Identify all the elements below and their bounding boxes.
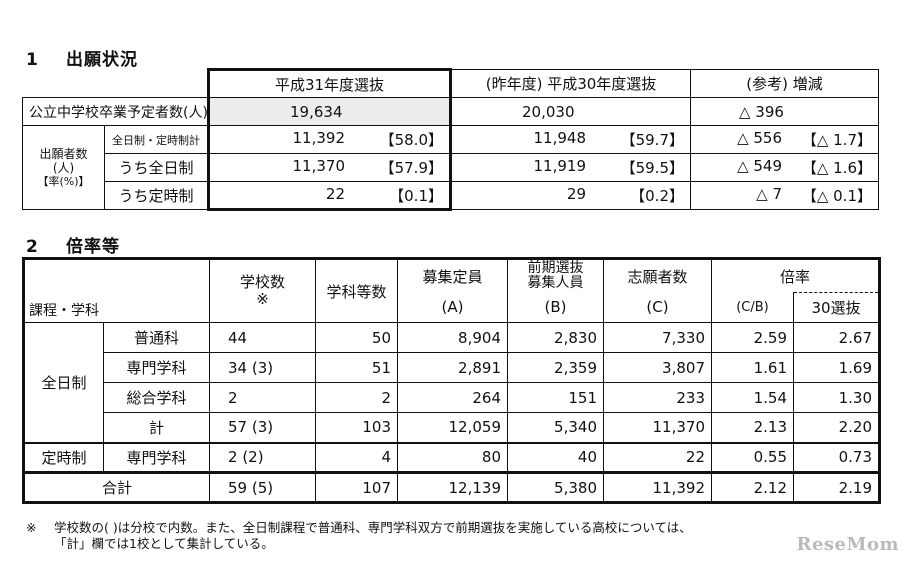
footnote: ※ 学校数の( )は分校で内数。また、全日制課程で普通科、専門学科双方で前期選抜を… bbox=[26, 520, 692, 552]
early-cell: 2,359 bbox=[507, 352, 604, 383]
ratio-cb-cell: 1.61 bbox=[711, 352, 794, 383]
row-h30: 29 【0.2】 bbox=[450, 181, 691, 210]
early-cell: 2,830 bbox=[507, 322, 604, 353]
header-schools: 学校数 ※ bbox=[209, 258, 316, 323]
applicants-cell: 7,330 bbox=[603, 322, 712, 353]
schools-cell: 2 (2) bbox=[209, 442, 316, 473]
header-ratio: 倍率 bbox=[710, 258, 881, 293]
depts-cell: 103 bbox=[315, 412, 398, 443]
section1-number: 1 bbox=[26, 50, 39, 70]
header-applicants: 志願者数 bbox=[603, 258, 712, 293]
schools-cell: 57 (3) bbox=[209, 412, 316, 443]
schools-cell: 44 bbox=[209, 322, 316, 353]
corner-cell: 課程・学科 bbox=[23, 258, 210, 323]
applicants-cell: 233 bbox=[603, 382, 712, 413]
schools-cell: 34 (3) bbox=[209, 352, 316, 383]
ratio-cb-cell: 2.12 bbox=[711, 471, 794, 503]
dept-name: 専門学科 bbox=[103, 352, 210, 383]
section2-number: 2 bbox=[26, 237, 39, 257]
early-cell: 5,340 bbox=[507, 412, 604, 443]
row-h31: 11,370 【57.9】 bbox=[207, 153, 452, 182]
header-applicants-sub: (C) bbox=[603, 292, 712, 323]
header-depts: 学科等数 bbox=[315, 258, 398, 323]
ratio-cb-cell: 1.54 bbox=[711, 382, 794, 413]
row-h30: 11,919 【59.5】 bbox=[450, 153, 691, 182]
parttime-label: 定時制 bbox=[23, 442, 104, 473]
header-ratio-30: 30選抜 bbox=[792, 292, 881, 323]
resemom-logo: ReseMom bbox=[796, 534, 899, 555]
applicants-cell: 11,370 bbox=[603, 412, 712, 443]
depts-cell: 107 bbox=[315, 471, 398, 503]
row-diff: △ 7 【△ 0.1】 bbox=[690, 181, 879, 210]
dept-name: 計 bbox=[103, 412, 210, 443]
schools-cell: 2 bbox=[209, 382, 316, 413]
section1-title-text: 出願状況 bbox=[66, 50, 138, 70]
corner-label: 課程・学科 bbox=[29, 303, 99, 319]
row-h31: 11,392 【58.0】 bbox=[207, 125, 452, 154]
total-label: 合計 bbox=[23, 471, 210, 503]
header-h30: (昨年度) 平成30年度選抜 bbox=[450, 69, 691, 98]
graduates-h30: 20,030 bbox=[450, 97, 691, 126]
ratio-cb-cell: 0.55 bbox=[711, 442, 794, 473]
applicants-cell: 22 bbox=[603, 442, 712, 473]
dept-name: 総合学科 bbox=[103, 382, 210, 413]
graduates-diff: △ 396 bbox=[690, 97, 879, 126]
header-capacity-sub: (A) bbox=[397, 292, 508, 323]
header-diff: (参考) 増減 bbox=[690, 69, 879, 98]
capacity-cell: 80 bbox=[397, 442, 508, 473]
early-cell: 5,380 bbox=[507, 471, 604, 503]
header-capacity: 募集定員 bbox=[397, 258, 508, 293]
row-label: うち定時制 bbox=[104, 181, 209, 210]
row-h30: 11,948 【59.7】 bbox=[450, 125, 691, 154]
capacity-cell: 2,891 bbox=[397, 352, 508, 383]
header-early-sub: (B) bbox=[507, 292, 604, 323]
row-h31: 22 【0.1】 bbox=[207, 181, 452, 211]
capacity-cell: 12,059 bbox=[397, 412, 508, 443]
applicants-label: 出願者数 (人) 【率(%)】 bbox=[22, 125, 105, 210]
ratio-30-cell: 2.67 bbox=[792, 322, 881, 353]
ratio-table: 課程・学科 学校数 ※ 学科等数 募集定員 前期選抜 募集人員 志願者数 倍率 (A… bbox=[22, 257, 882, 504]
row-label: 全日制・定時制計 bbox=[104, 125, 209, 154]
graduates-label: 公立中学校卒業予定者数(人) bbox=[22, 97, 209, 126]
fulltime-label: 全日制 bbox=[23, 322, 104, 443]
dept-name: 専門学科 bbox=[103, 442, 210, 473]
applicants-cell: 11,392 bbox=[603, 471, 712, 503]
ratio-cb-cell: 2.13 bbox=[711, 412, 794, 443]
capacity-cell: 264 bbox=[397, 382, 508, 413]
ratio-cb-cell: 2.59 bbox=[711, 322, 794, 353]
depts-cell: 50 bbox=[315, 322, 398, 353]
header-early: 前期選抜 募集人員 bbox=[507, 258, 604, 293]
row-label: うち全日制 bbox=[104, 153, 209, 182]
ratio-30-cell: 1.69 bbox=[792, 352, 881, 383]
dept-name: 普通科 bbox=[103, 322, 210, 353]
footnote-mark: ※ bbox=[26, 520, 37, 535]
application-status-table: 平成31年度選抜 (昨年度) 平成30年度選抜 (参考) 増減 公立中学校卒業予… bbox=[22, 68, 879, 211]
section2-title: 2 倍率等 bbox=[26, 232, 120, 257]
header-ratio-cb: (C/B) bbox=[711, 292, 794, 323]
depts-cell: 2 bbox=[315, 382, 398, 413]
capacity-cell: 12,139 bbox=[397, 471, 508, 503]
section1-title: 1 出願状況 bbox=[26, 45, 138, 70]
early-cell: 40 bbox=[507, 442, 604, 473]
ratio-30-cell: 0.73 bbox=[792, 442, 881, 473]
ratio-30-cell: 1.30 bbox=[792, 382, 881, 413]
early-cell: 151 bbox=[507, 382, 604, 413]
graduates-h31: 19,634 bbox=[207, 97, 452, 126]
row-diff: △ 556 【△ 1.7】 bbox=[690, 125, 879, 154]
section2-title-text: 倍率等 bbox=[66, 237, 120, 257]
depts-cell: 51 bbox=[315, 352, 398, 383]
header-h31: 平成31年度選抜 bbox=[207, 68, 452, 98]
footnote-line1: 学校数の( )は分校で内数。また、全日制課程で普通科、専門学科双方で前期選抜を実… bbox=[54, 520, 692, 535]
depts-cell: 4 bbox=[315, 442, 398, 473]
ratio-30-cell: 2.19 bbox=[792, 471, 881, 503]
capacity-cell: 8,904 bbox=[397, 322, 508, 353]
ratio-30-cell: 2.20 bbox=[792, 412, 881, 443]
applicants-cell: 3,807 bbox=[603, 352, 712, 383]
row-diff: △ 549 【△ 1.6】 bbox=[690, 153, 879, 182]
footnote-line2: 「計」欄では1校として集計している。 bbox=[54, 536, 274, 551]
schools-cell: 59 (5) bbox=[209, 471, 316, 503]
